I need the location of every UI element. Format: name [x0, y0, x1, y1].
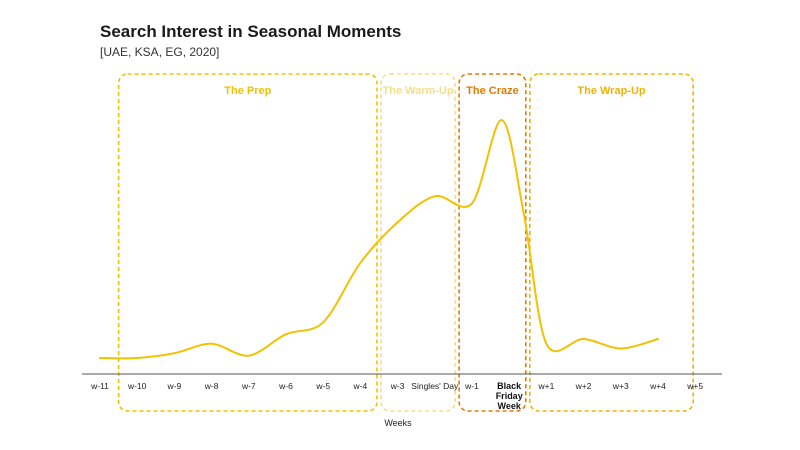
x-tick-label: w+4: [649, 381, 666, 391]
x-tick-label: w-4: [353, 381, 368, 391]
x-tick-label: w-7: [241, 381, 256, 391]
x-tick-label: Black Friday Week: [496, 381, 523, 411]
x-tick-label: w-6: [278, 381, 293, 391]
phase-box-2: [458, 73, 527, 412]
chart-subtitle: [UAE, KSA, EG, 2020]: [100, 45, 220, 59]
x-tick-label: w-10: [127, 381, 147, 391]
phase-boxes: The Prep The Warm-Up The Craze The Wrap-Up: [117, 73, 694, 412]
phase-label-3: The Wrap-Up: [577, 85, 646, 97]
series-line-0: [99, 118, 659, 360]
x-tick-label: Singles' Day: [411, 381, 459, 391]
series-lines: [99, 118, 659, 360]
phase-label-1: The Warm-Up: [383, 85, 454, 97]
x-tick-label: w-1: [464, 381, 479, 391]
x-tick-label: w-8: [204, 381, 219, 391]
phase-label-2: The Craze: [466, 85, 519, 97]
x-tick-label: w-9: [167, 381, 182, 391]
chart-title: Search Interest in Seasonal Moments: [100, 22, 402, 41]
x-tick-label: w+1: [537, 381, 554, 391]
phase-box-3: [528, 73, 694, 412]
phase-label-0: The Prep: [224, 85, 271, 97]
x-axis-title: Weeks: [384, 418, 412, 428]
x-tick-label: w+5: [686, 381, 703, 391]
x-tick-label: w-5: [315, 381, 330, 391]
phase-box-1: [380, 73, 456, 412]
x-tick-label: w+2: [575, 381, 592, 391]
x-tick-label: w-3: [390, 381, 405, 391]
x-tick-label: w+3: [612, 381, 629, 391]
phase-box-0: [117, 73, 378, 412]
x-tick-label: w-11: [90, 381, 109, 391]
x-tick-labels: w-11 w-10 w-9 w-8 w-7 w-6 w-5 w-4 w-3 Singles' Da…: [90, 381, 703, 411]
